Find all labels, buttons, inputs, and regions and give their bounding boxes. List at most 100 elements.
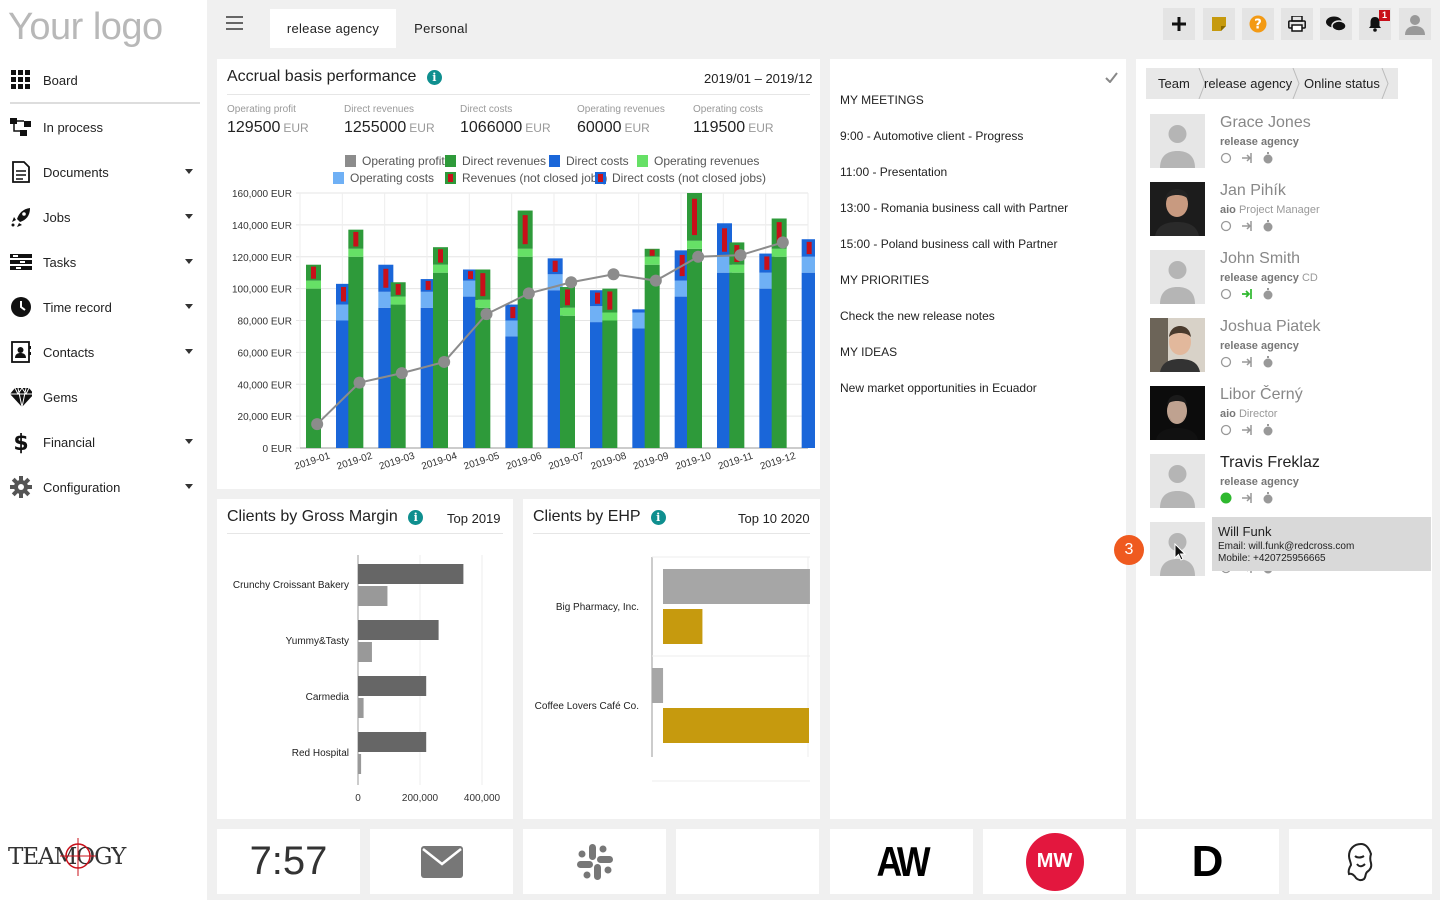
bar-direct-costs[interactable] bbox=[463, 296, 478, 448]
breadcrumb-team[interactable]: Team bbox=[1158, 76, 1190, 91]
info-icon[interactable]: i bbox=[650, 510, 666, 525]
note-line[interactable]: MY PRIORITIES bbox=[840, 273, 930, 287]
bar-operating-revenues[interactable] bbox=[644, 256, 660, 265]
bar-operating-revenues[interactable] bbox=[602, 312, 618, 321]
team-member-john-smith[interactable]: John Smith release agency CD bbox=[1150, 250, 1430, 308]
gross-margin-bar[interactable] bbox=[358, 620, 439, 640]
bar-operating-costs[interactable] bbox=[505, 320, 521, 337]
legend-item[interactable]: Revenues (not closed jobs) bbox=[439, 171, 607, 185]
sidebar-item-time-record[interactable]: Time record bbox=[0, 287, 207, 327]
breadcrumb-agency[interactable]: release agency bbox=[1204, 76, 1293, 91]
sticky-note-button[interactable] bbox=[1203, 8, 1235, 40]
gross-margin-bar[interactable] bbox=[358, 732, 427, 752]
bar-direct-revenues[interactable] bbox=[644, 264, 660, 448]
slack-tile[interactable] bbox=[523, 829, 666, 894]
accrual-period[interactable]: 2019/01 – 2019/12 bbox=[704, 71, 813, 86]
legend-item[interactable]: Direct revenues bbox=[439, 154, 546, 168]
info-icon[interactable]: i bbox=[426, 70, 442, 85]
lion-tile[interactable] bbox=[1289, 829, 1432, 894]
menu-toggle-icon[interactable] bbox=[226, 16, 243, 30]
chevron-down-icon[interactable] bbox=[185, 439, 193, 444]
sidebar-item-tasks[interactable]: Tasks bbox=[0, 242, 207, 282]
note-line[interactable]: New market opportunities in Ecuador bbox=[840, 381, 1037, 395]
bar-operating-revenues[interactable] bbox=[475, 299, 491, 308]
legend-item[interactable]: Operating revenues bbox=[631, 154, 759, 168]
bar-direct-revenues[interactable] bbox=[517, 256, 533, 448]
bar-operating-costs[interactable] bbox=[801, 256, 815, 273]
gross-margin-filter[interactable]: Top 2019 bbox=[447, 511, 501, 526]
ehp-bar-secondary[interactable] bbox=[663, 708, 809, 743]
operating-profit-point[interactable] bbox=[734, 249, 747, 262]
bar-direct-revenues[interactable] bbox=[602, 320, 618, 449]
bar-operating-costs[interactable] bbox=[674, 280, 690, 297]
bar-direct-revenues[interactable] bbox=[348, 256, 364, 448]
team-member-libor-cerny[interactable]: Libor Černý aio Director bbox=[1150, 386, 1430, 444]
chevron-down-icon[interactable] bbox=[185, 169, 193, 174]
operating-profit-point[interactable] bbox=[311, 418, 324, 431]
bar-operating-costs[interactable] bbox=[632, 312, 648, 329]
bar-direct-revenues[interactable] bbox=[306, 288, 321, 448]
bar-operating-costs[interactable] bbox=[759, 272, 775, 289]
team-member-grace-jones[interactable]: Grace Jones release agency bbox=[1150, 114, 1430, 172]
sidebar-item-contacts[interactable]: Contacts bbox=[0, 332, 207, 372]
aw-tile[interactable]: AW bbox=[830, 829, 973, 894]
gross-margin-bar-secondary[interactable] bbox=[358, 698, 364, 718]
ehp-bar-secondary[interactable] bbox=[663, 609, 703, 644]
tab-personal[interactable]: Personal bbox=[414, 21, 468, 36]
operating-profit-point[interactable] bbox=[522, 287, 535, 300]
gross-margin-bar-secondary[interactable] bbox=[358, 586, 388, 606]
bar-direct-costs[interactable] bbox=[378, 307, 394, 448]
help-button[interactable]: ? bbox=[1242, 8, 1274, 40]
add-button[interactable] bbox=[1163, 8, 1195, 40]
bar-direct-revenues[interactable] bbox=[729, 272, 745, 448]
bar-direct-revenues[interactable] bbox=[687, 248, 702, 448]
bar-direct-costs[interactable] bbox=[674, 296, 690, 448]
sidebar-item-financial[interactable]: $ Financial bbox=[0, 422, 207, 462]
legend-item[interactable]: Operating profit bbox=[339, 154, 445, 168]
team-member-joshua-piatek[interactable]: Joshua Piatek release agency bbox=[1150, 318, 1430, 376]
operating-profit-point[interactable] bbox=[480, 308, 493, 321]
bar-direct-costs[interactable] bbox=[590, 322, 605, 448]
sidebar-item-jobs[interactable]: Jobs bbox=[0, 197, 207, 237]
bar-operating-costs[interactable] bbox=[336, 304, 351, 321]
bar-direct-costs[interactable] bbox=[505, 336, 521, 448]
bar-operating-revenues[interactable] bbox=[729, 264, 745, 273]
bar-operating-costs[interactable] bbox=[378, 291, 394, 308]
bar-operating-revenues[interactable] bbox=[517, 248, 533, 257]
note-line[interactable]: 9:00 - Automotive client - Progress bbox=[840, 129, 1024, 143]
bar-direct-costs[interactable] bbox=[547, 290, 563, 448]
chevron-down-icon[interactable] bbox=[185, 259, 193, 264]
mw-tile[interactable]: MW bbox=[983, 829, 1126, 894]
bar-operating-costs[interactable] bbox=[420, 291, 436, 308]
bar-direct-revenues[interactable] bbox=[475, 307, 491, 448]
operating-profit-point[interactable] bbox=[395, 367, 408, 380]
team-member-travis-freklaz[interactable]: Travis Freklaz release agency bbox=[1150, 454, 1430, 512]
bar-direct-costs[interactable] bbox=[801, 272, 815, 448]
bar-operating-revenues[interactable] bbox=[348, 248, 364, 257]
ehp-bar[interactable] bbox=[663, 569, 810, 604]
sidebar-item-configuration[interactable]: Configuration bbox=[0, 467, 207, 507]
bar-operating-revenues[interactable] bbox=[687, 240, 702, 249]
note-line[interactable]: MY IDEAS bbox=[840, 345, 898, 359]
sidebar-item-gems[interactable]: Gems bbox=[0, 377, 207, 417]
bar-operating-revenues[interactable] bbox=[433, 264, 448, 273]
bar-direct-costs[interactable] bbox=[632, 328, 648, 448]
gross-margin-bar[interactable] bbox=[358, 564, 464, 584]
checkmark-icon[interactable] bbox=[1105, 70, 1118, 88]
bar-operating-revenues[interactable] bbox=[560, 307, 575, 316]
bar-operating-revenues[interactable] bbox=[390, 296, 406, 305]
bar-direct-costs[interactable] bbox=[759, 288, 775, 448]
chevron-down-icon[interactable] bbox=[185, 304, 193, 309]
note-line[interactable]: 11:00 - Presentation bbox=[840, 165, 948, 179]
gross-margin-bar[interactable] bbox=[358, 676, 427, 696]
gross-margin-bar-secondary[interactable] bbox=[358, 642, 372, 662]
bar-direct-revenues[interactable] bbox=[560, 315, 575, 448]
chat-button[interactable] bbox=[1320, 8, 1352, 40]
team-member-jan-pihik[interactable]: Jan Pihík aio Project Manager bbox=[1150, 182, 1430, 240]
bar-direct-revenues[interactable] bbox=[771, 256, 787, 448]
clock-tile[interactable]: 7:57 bbox=[217, 829, 360, 894]
bar-operating-costs[interactable] bbox=[463, 280, 478, 297]
bar-operating-revenues[interactable] bbox=[771, 248, 787, 257]
note-line[interactable]: 15:00 - Poland business call with Partne… bbox=[840, 237, 1058, 251]
ehp-bar[interactable] bbox=[652, 668, 664, 703]
